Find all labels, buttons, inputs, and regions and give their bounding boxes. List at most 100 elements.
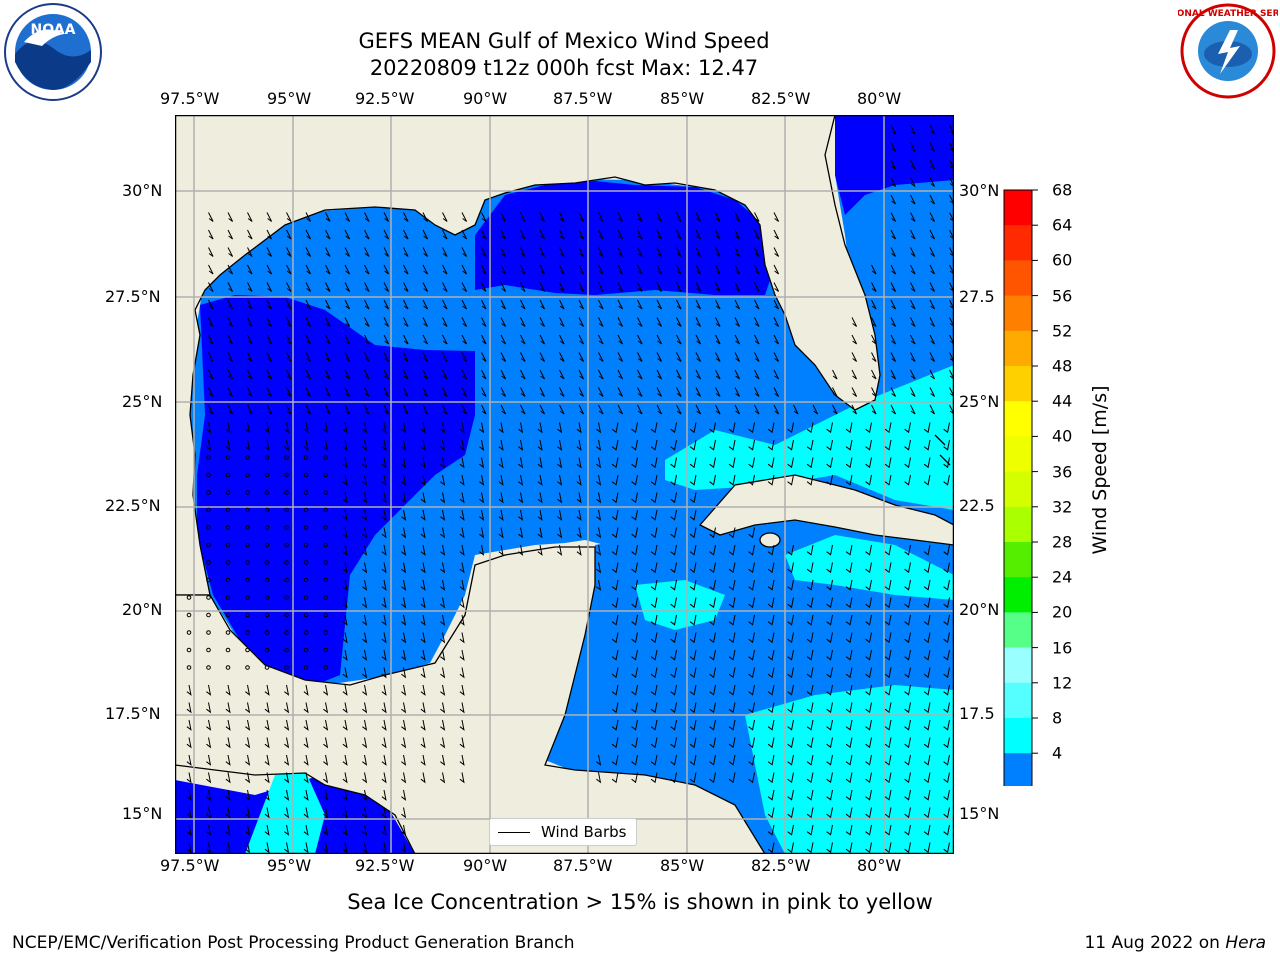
legend-line (498, 832, 530, 833)
wind-barb (728, 597, 736, 609)
wind-barb (539, 404, 546, 415)
wind-barb (923, 842, 931, 854)
wind-barb (826, 772, 833, 784)
wind-barb (303, 684, 309, 696)
wind-barb (362, 754, 368, 766)
wind-barb (656, 369, 663, 380)
colorbar-segment (1004, 753, 1032, 786)
wind-barb (401, 807, 407, 819)
wind-barb (851, 387, 858, 397)
wind-barb (670, 527, 677, 539)
lon-label-top-7: 80°W (857, 89, 902, 108)
wind-barb-calm (245, 647, 250, 653)
wind-barb (709, 544, 716, 556)
wind-barb (650, 614, 658, 626)
wind-barb (910, 264, 916, 275)
wind-barb (656, 334, 663, 345)
wind-barb (949, 229, 954, 240)
wind-barb (381, 527, 387, 539)
wind-barb (576, 474, 582, 486)
wind-barb (689, 719, 697, 731)
wind-barb (617, 212, 624, 222)
wind-barb (754, 247, 760, 257)
wind-barb (227, 317, 234, 327)
wind-barb (689, 632, 697, 644)
wind-barb (845, 667, 853, 679)
wind-barb (344, 387, 351, 397)
wind-barb (845, 772, 853, 784)
wind-barb (383, 334, 390, 345)
wind-barb (520, 352, 526, 362)
wind-barb (481, 387, 487, 397)
wind-barb (578, 387, 585, 397)
wind-barb (637, 247, 643, 257)
isle-of-youth (759, 532, 781, 548)
wind-barb (748, 719, 755, 731)
wind-barb-calm (245, 525, 250, 530)
wind-barb-calm (303, 542, 309, 548)
wind-barb (929, 404, 936, 415)
wind-barb (650, 544, 658, 556)
wind-barb (826, 807, 833, 819)
wind-barb (362, 509, 368, 521)
wind-barb (208, 317, 214, 327)
wind-barb (342, 649, 348, 661)
wind-barb (890, 317, 897, 327)
wind-barb (904, 457, 911, 469)
wind-barb (208, 264, 214, 275)
wind-barb (787, 579, 794, 591)
colorbar-tick-label: 40 (1052, 426, 1073, 446)
wind-barb (904, 719, 911, 731)
wind-barb (637, 404, 643, 415)
wind-barb (728, 667, 736, 679)
wind-barb (325, 387, 331, 397)
wind-barb (728, 474, 736, 486)
wind-barb (910, 159, 916, 170)
lat-label-right-4: 20°N (959, 600, 1000, 619)
wind-barb (617, 229, 624, 240)
wind-barb (865, 614, 872, 626)
wind-barb (631, 684, 638, 696)
wind-barb (904, 544, 911, 556)
wind-barb (459, 439, 465, 451)
wind-barb (611, 422, 619, 434)
wind-barb (734, 369, 741, 380)
wind-barb (865, 737, 872, 749)
lon-label-bottom-1: 95°W (267, 856, 312, 875)
wind-barb (845, 439, 853, 451)
wind-barb (884, 457, 892, 469)
wind-barb (459, 527, 465, 539)
wind-barb (787, 737, 794, 749)
wind-barb (537, 509, 543, 521)
wind-barb (362, 614, 368, 626)
wind-barb (806, 562, 814, 574)
wind-barb (381, 807, 387, 819)
wind-barb (617, 247, 624, 257)
wind-barb (266, 387, 273, 397)
wind-barb (845, 422, 853, 434)
wind-barb (266, 299, 273, 310)
wind-barb (381, 474, 387, 486)
wind-barb (323, 807, 329, 819)
wind-barb (420, 632, 426, 644)
wind-barb (650, 754, 658, 766)
wind-barb (539, 334, 546, 345)
wind-barb (676, 369, 682, 380)
wind-barb-calm (245, 595, 250, 600)
wind-barb (342, 579, 348, 591)
wind-barb (904, 422, 911, 434)
wind-barb (734, 264, 741, 275)
wind-barb (362, 544, 368, 556)
wind-barb (865, 597, 872, 609)
wind-barb (923, 614, 931, 626)
wind-barb (943, 807, 950, 819)
wind-barb (420, 579, 426, 591)
wind-barb (695, 334, 702, 345)
wind-barb (754, 334, 760, 345)
wind-barb-calm (264, 490, 270, 495)
wind-barb (481, 299, 487, 310)
wind-barb (537, 422, 543, 434)
wind-barb (401, 579, 407, 591)
wind-barb (670, 737, 677, 749)
wind-barb (929, 212, 936, 222)
